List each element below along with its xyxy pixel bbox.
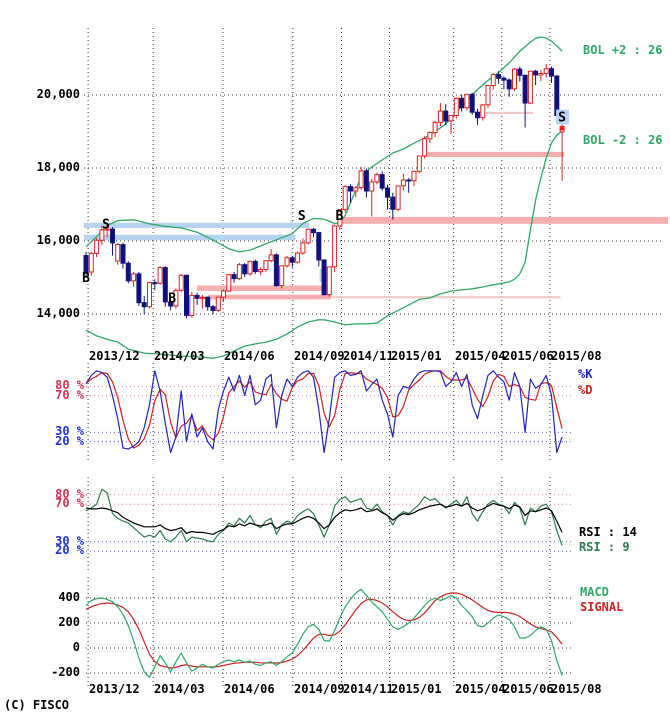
price-zones xyxy=(83,111,668,300)
stochastic-ytick: 70 % xyxy=(55,388,84,402)
svg-text:S: S xyxy=(102,218,110,233)
svg-text:S: S xyxy=(558,111,566,126)
oscillator-lines xyxy=(85,370,563,679)
bollinger-lower-label: BOL -2 : 26 xyxy=(583,133,663,147)
price-ytick: 20,000 xyxy=(36,87,80,101)
gridlines xyxy=(84,28,662,687)
macd-ytick: -200 xyxy=(51,665,80,679)
date-label-bottom: 2014/06 xyxy=(224,682,275,696)
date-label-mid: 2015/08 xyxy=(551,349,602,363)
rsi-ytick: 20 % xyxy=(55,543,84,557)
date-label-mid: 2015/04 xyxy=(455,349,506,363)
date-label-mid: 2014/03 xyxy=(154,349,205,363)
stochastic-d-legend: %D xyxy=(578,383,593,397)
signal-legend: SIGNAL xyxy=(580,600,624,614)
svg-text:B: B xyxy=(335,209,343,224)
bollinger-upper-label: BOL +2 : 26 xyxy=(583,43,663,57)
date-label-bottom: 2014/11 xyxy=(343,682,394,696)
price-ytick: 14,000 xyxy=(36,306,80,320)
date-label-bottom: 2014/09 xyxy=(294,682,345,696)
date-label-bottom: 2013/12 xyxy=(89,682,140,696)
svg-text:B: B xyxy=(82,271,90,286)
stochastic-ytick: 80 % xyxy=(55,378,84,392)
stochastic-ytick: 30 % xyxy=(55,424,84,438)
rsi-ytick: 80 % xyxy=(55,487,84,501)
stochastic-ytick: 20 % xyxy=(55,434,84,448)
rsi9-legend: RSI : 9 xyxy=(579,540,630,554)
trade-signals: B S B S B S xyxy=(82,109,570,306)
macd-ytick: 200 xyxy=(58,615,80,629)
rsi14-legend: RSI : 14 xyxy=(579,525,637,539)
price-ytick: 16,000 xyxy=(36,233,80,247)
date-label-bottom: 2014/03 xyxy=(154,682,205,696)
svg-text:B: B xyxy=(168,291,176,306)
rsi-ytick: 30 % xyxy=(55,534,84,548)
macd-legend: MACD xyxy=(580,585,609,599)
date-label-bottom: 2015/04 xyxy=(455,682,506,696)
date-label-bottom: 2015/08 xyxy=(551,682,602,696)
date-label-mid: 2013/12 xyxy=(89,349,140,363)
candlesticks xyxy=(83,64,565,319)
stochastic-k-legend: %K xyxy=(578,367,593,381)
bollinger-bands xyxy=(85,36,563,359)
macd-ytick: 400 xyxy=(58,590,80,604)
svg-text:S: S xyxy=(298,209,306,224)
date-label-bottom: 2015/06 xyxy=(503,682,554,696)
date-label-mid: 2015/01 xyxy=(391,349,442,363)
copyright-notice: (C) FISCO xyxy=(4,698,70,712)
date-label-mid: 2014/06 xyxy=(224,349,275,363)
macd-ytick: 0 xyxy=(72,640,80,654)
date-label-bottom: 2015/01 xyxy=(391,682,442,696)
date-label-mid: 2015/06 xyxy=(503,349,554,363)
price-ytick: 18,000 xyxy=(36,160,80,174)
date-label-mid: 2014/11 xyxy=(343,349,394,363)
date-label-mid: 2014/09 xyxy=(294,349,345,363)
rsi-ytick: 70 % xyxy=(55,496,84,510)
